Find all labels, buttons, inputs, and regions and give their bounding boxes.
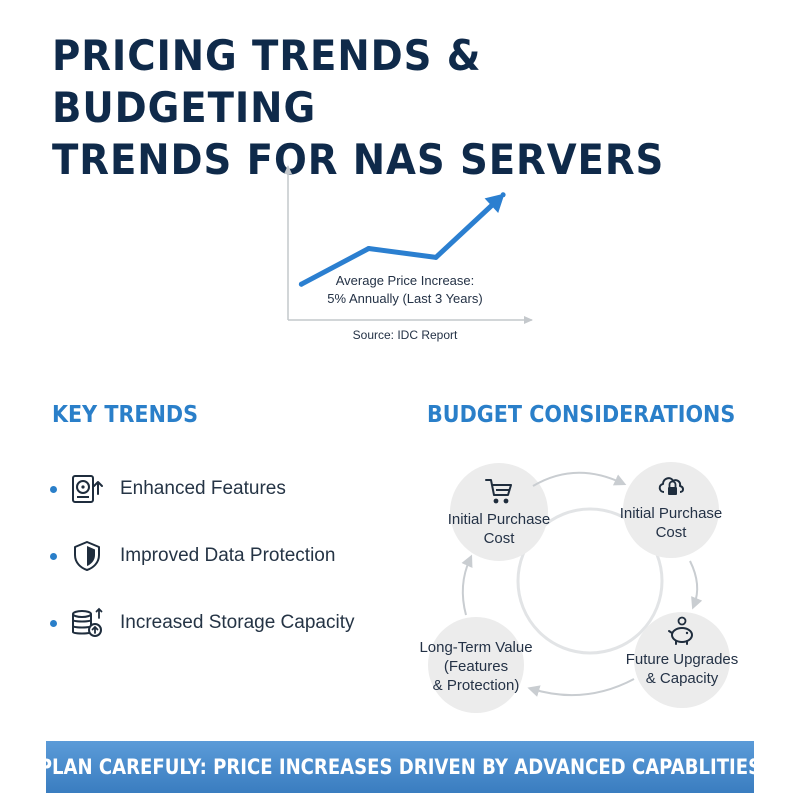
trend-item-storage-capacity: Increased Storage Capacity [50, 603, 380, 643]
node-bg-initial-purchase-2 [623, 462, 719, 558]
shield-icon [74, 541, 100, 571]
budget-cycle-diagram [428, 462, 730, 713]
data-point [433, 254, 439, 260]
x-axis-arrow [524, 316, 533, 324]
page-title-line-2: TRENDS FOR NAS SERVERS [52, 135, 665, 184]
y-axis-arrow [284, 165, 292, 174]
piggy-bank-icon [668, 616, 693, 645]
key-trends-heading: KEY TRENDS [52, 402, 198, 428]
chart-points [298, 192, 506, 287]
cloud-lock-icon [658, 477, 684, 495]
budget-node-label: Long-Term Value (Features & Protection) [419, 638, 533, 694]
shopping-cart-icon [485, 479, 512, 504]
trend-item-label: Increased Storage Capacity [120, 612, 355, 633]
budget-node-initial-purchase: Initial Purchase Cost [415, 464, 583, 560]
budget-node-future-upgrades: Future Upgrades & Capacity [598, 604, 766, 700]
storage-stack-icon [72, 607, 103, 637]
node-bg-initial-purchase [450, 463, 548, 561]
chart-axes [284, 165, 533, 324]
hard-drive-upgrade-icon [72, 475, 103, 503]
summary-banner: PLAN CAREFULY: PRICE INCREASES DRIVEN BY… [39, 741, 761, 793]
budget-node-long-term-value: Long-Term Value (Features & Protection) [392, 618, 560, 714]
data-point [366, 246, 372, 251]
trend-item-data-protection: Improved Data Protection [50, 536, 380, 576]
trend-arrowhead [484, 193, 505, 213]
cycle-arrow [532, 471, 627, 487]
data-point [500, 192, 506, 198]
trend-item-label: Improved Data Protection [120, 545, 336, 566]
trend-item-label: Enhanced Features [120, 478, 286, 499]
budget-node-label: Initial Purchase Cost [447, 511, 551, 547]
series-line [298, 200, 498, 287]
trend-item-enhanced-features: Enhanced Features [50, 469, 380, 509]
data-point [298, 281, 304, 287]
cycle-arrow [461, 554, 473, 616]
bullet-dot [50, 619, 57, 627]
price-trend-chart: Average Price Increase: 5% Annually (Las… [284, 165, 533, 342]
budget-node-initial-purchase-2: Initial Purchase Cost [587, 458, 755, 554]
chart-annotation-line-2: 5% Annually (Last 3 Years) [327, 291, 482, 306]
node-bg-future-upgrades [634, 612, 730, 708]
node-bg-long-term-value [428, 617, 524, 713]
page-title-line-1: PRICING TRENDS & BUDGETING [52, 31, 482, 132]
page-title: PRICING TRENDS & BUDGETING TRENDS FOR NA… [52, 30, 740, 186]
summary-banner-text: PLAN CAREFULY: PRICE INCREASES DRIVEN BY… [38, 755, 762, 779]
chart-annotation-line-1: Average Price Increase: [336, 273, 475, 288]
cycle-arrow [527, 678, 635, 697]
budget-node-label: Future Upgrades & Capacity [625, 651, 739, 687]
cycle-arrow [689, 560, 703, 610]
bullet-dot [50, 552, 57, 560]
cycle-ring [516, 507, 664, 655]
bullet-dot [50, 485, 57, 493]
budget-considerations-heading: BUDGET CONSIDERATIONS [427, 402, 736, 428]
budget-node-label: Initial Purchase Cost [619, 505, 723, 541]
chart-source: Source: IDC Report [353, 328, 458, 342]
